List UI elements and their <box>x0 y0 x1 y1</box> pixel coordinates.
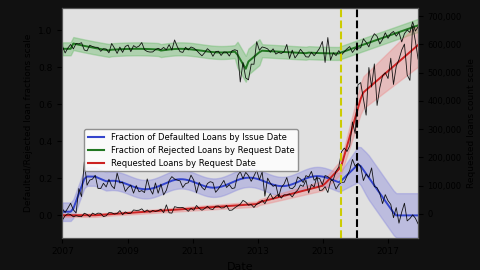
X-axis label: Date: Date <box>227 262 253 270</box>
Y-axis label: Requested loans count scale: Requested loans count scale <box>467 58 476 188</box>
Legend: Fraction of Defaulted Loans by Issue Date, Fraction of Rejected Loans by Request: Fraction of Defaulted Loans by Issue Dat… <box>84 129 298 171</box>
Y-axis label: Defaulted/Rejected loan fractions scale: Defaulted/Rejected loan fractions scale <box>24 34 33 212</box>
